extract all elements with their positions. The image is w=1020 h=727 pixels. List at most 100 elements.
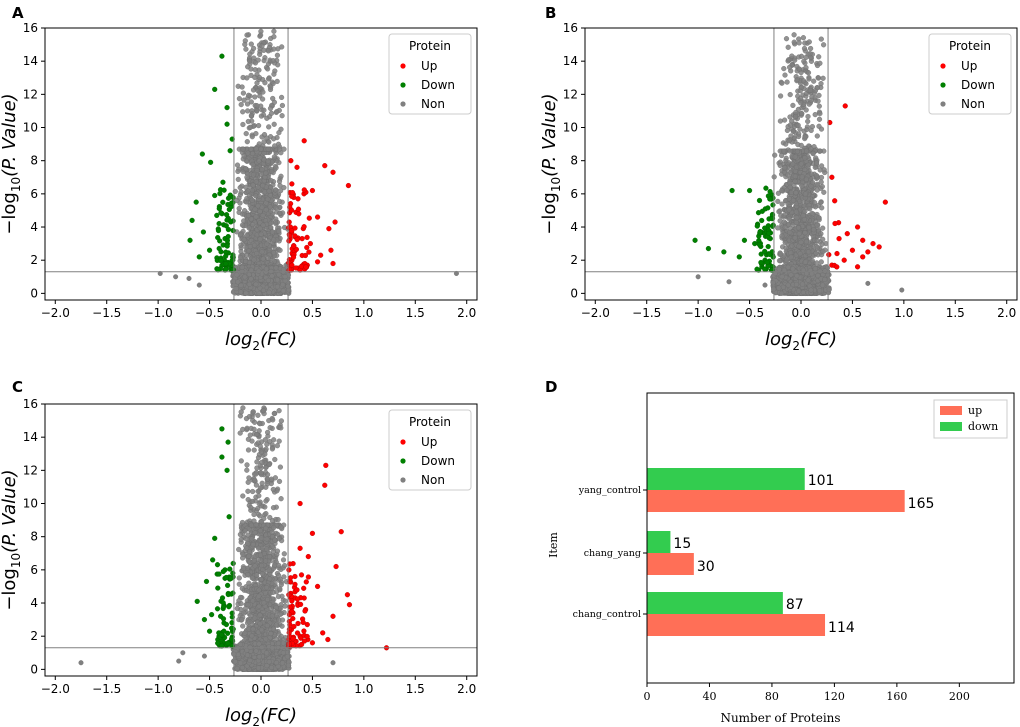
non-point [242,274,248,280]
non-point [252,94,258,100]
non-point [814,187,820,193]
non-point [790,266,796,272]
non-point [820,75,826,81]
non-point [252,60,259,66]
non-point [776,258,783,264]
down-point [224,212,230,218]
y-tick-label: 8 [570,154,578,168]
non-point [798,53,805,59]
down-point [692,237,698,243]
non-point [777,162,783,169]
non-point [782,165,788,171]
down-point [230,227,236,234]
non-point [808,287,814,293]
non-point [793,190,799,196]
up-point [849,247,856,253]
non-point [802,155,808,161]
x-axis-label-main: log [765,329,792,350]
non-point [785,222,792,228]
non-point [252,242,258,248]
non-point [271,34,277,40]
non-point [784,79,790,85]
non-point [246,225,252,231]
non-point [792,173,798,180]
up-point [314,214,321,220]
non-point [264,135,270,141]
non-point [818,163,825,169]
non-point [254,103,260,109]
non-point [795,225,802,231]
y-tick-label: 8 [30,154,38,168]
up-point [303,264,309,270]
up-point [293,265,299,271]
down-point [224,105,230,111]
non-point [265,277,272,284]
up-point [326,226,332,232]
non-point [811,227,817,233]
non-point [248,66,254,72]
up-point [296,211,302,217]
non-point [281,146,287,152]
up-point [301,224,307,230]
x-axis-label-main: log [225,329,252,350]
down-point [705,245,712,252]
non-point [272,187,279,193]
non-point-cloud [230,405,292,673]
down-point [208,159,214,165]
non-point [802,191,809,197]
non-point [248,112,255,119]
non-point [807,206,813,212]
up-point [322,163,328,169]
down-point [216,206,222,212]
non-point [245,118,251,125]
non-point [242,41,248,48]
non-point [801,216,808,223]
x-tick-label: −2.0 [581,306,610,320]
non-point [280,266,287,273]
non-point [802,40,808,46]
non-point [798,239,804,245]
non-point [695,274,701,280]
non-point [237,185,243,191]
non-point [261,57,267,64]
non-point [779,274,785,280]
non-point [241,153,247,159]
non-point [235,168,241,175]
down-point [193,199,199,205]
down-point [757,242,763,248]
x-tick-label: 1.5 [406,306,425,320]
non-point [794,148,801,155]
down-point [765,223,771,229]
non-point [777,118,784,124]
up-point [318,252,324,258]
non-point [249,134,255,140]
y-axis-label-prefix: −log [539,192,560,235]
non-point [271,71,277,77]
up-point [307,241,313,247]
non-point [238,254,244,261]
non-point [801,45,808,52]
down-point [218,258,224,264]
down-point [729,187,735,194]
non-point [792,235,798,241]
y-axis-label: −log10(P. Value) [539,93,563,234]
non-point [786,138,792,144]
non-point [818,36,824,42]
non-point [251,257,257,263]
non-point [249,151,256,157]
non-point [257,208,263,215]
up-point [328,247,334,253]
up-point [304,234,310,241]
non-point [264,115,270,121]
non-point [816,215,822,221]
legend-down-label: Down [961,78,995,92]
down-point [766,230,772,236]
up-point [826,252,832,258]
non-point [271,46,277,52]
x-tick-label: 1.0 [894,306,913,320]
non-point [246,92,252,98]
non-point [815,75,822,81]
non-point [253,179,259,185]
down-point [219,53,225,59]
non-point [277,146,283,152]
